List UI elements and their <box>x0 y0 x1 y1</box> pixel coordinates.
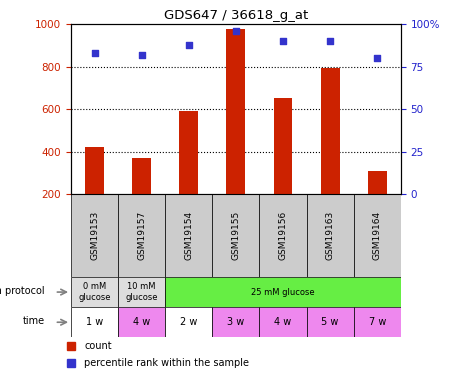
Text: GSM19154: GSM19154 <box>184 211 193 260</box>
Text: GSM19164: GSM19164 <box>373 211 382 260</box>
Bar <box>259 307 306 338</box>
Point <box>91 50 98 56</box>
Bar <box>118 307 165 338</box>
Bar <box>132 158 151 237</box>
Point <box>232 28 240 34</box>
Text: 1 w: 1 w <box>86 317 103 327</box>
Bar <box>306 307 354 338</box>
Text: growth protocol: growth protocol <box>0 286 44 296</box>
Bar <box>213 307 259 338</box>
Bar <box>354 194 401 277</box>
Text: 4 w: 4 w <box>274 317 292 327</box>
Text: 0 mM
glucose: 0 mM glucose <box>78 282 111 302</box>
Point <box>327 38 334 44</box>
Bar <box>165 307 213 338</box>
Bar <box>354 307 401 338</box>
Bar <box>368 171 387 237</box>
Bar <box>71 194 118 277</box>
Point <box>138 52 145 58</box>
Text: 25 mM glucose: 25 mM glucose <box>251 288 315 297</box>
Text: GSM19163: GSM19163 <box>326 211 335 260</box>
Bar <box>273 98 292 237</box>
Point <box>185 42 192 48</box>
Bar <box>259 194 306 277</box>
Text: GSM19153: GSM19153 <box>90 211 99 260</box>
Point <box>374 55 381 61</box>
Bar <box>85 147 104 237</box>
Bar <box>165 277 401 307</box>
Bar <box>321 68 339 237</box>
Text: percentile rank within the sample: percentile rank within the sample <box>84 358 249 368</box>
Text: GSM19156: GSM19156 <box>278 211 288 260</box>
Text: 7 w: 7 w <box>369 317 386 327</box>
Bar <box>71 307 118 338</box>
Bar <box>226 28 245 237</box>
Bar <box>165 194 213 277</box>
Bar <box>306 194 354 277</box>
Text: 3 w: 3 w <box>227 317 245 327</box>
Bar <box>71 277 118 307</box>
Bar <box>118 194 165 277</box>
Text: GSM19155: GSM19155 <box>231 211 240 260</box>
Text: 5 w: 5 w <box>322 317 339 327</box>
Text: 4 w: 4 w <box>133 317 150 327</box>
Text: GSM19157: GSM19157 <box>137 211 146 260</box>
Bar <box>180 111 198 237</box>
Bar <box>118 277 165 307</box>
Text: 10 mM
glucose: 10 mM glucose <box>125 282 158 302</box>
Point <box>279 38 287 44</box>
Title: GDS647 / 36618_g_at: GDS647 / 36618_g_at <box>164 9 308 22</box>
Bar <box>213 194 259 277</box>
Text: count: count <box>84 341 112 351</box>
Text: 2 w: 2 w <box>180 317 197 327</box>
Text: time: time <box>22 316 44 326</box>
